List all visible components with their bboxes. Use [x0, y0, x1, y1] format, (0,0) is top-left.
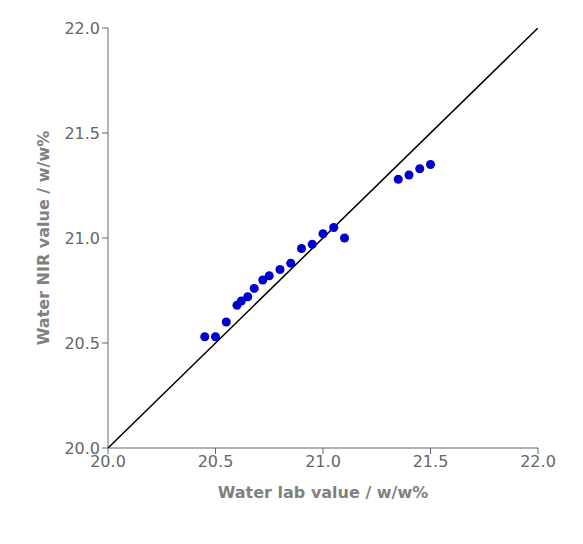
- svg-text:21.0: 21.0: [64, 229, 100, 248]
- svg-text:Water NIR value / w/w%: Water NIR value / w/w%: [34, 131, 53, 345]
- svg-text:22.0: 22.0: [64, 19, 100, 38]
- svg-text:20.5: 20.5: [198, 452, 234, 471]
- svg-text:21.5: 21.5: [64, 124, 100, 143]
- svg-text:20.0: 20.0: [90, 452, 126, 472]
- svg-text:20.5: 20.5: [64, 334, 100, 353]
- svg-text:20.0: 20.0: [64, 439, 100, 458]
- svg-text:21.0: 21.0: [305, 452, 341, 471]
- svg-text:21.5: 21.5: [413, 452, 449, 471]
- svg-text:22.0: 22.0: [520, 452, 556, 471]
- svg-text:Water lab value / w/w%: Water lab value / w/w%: [218, 483, 429, 502]
